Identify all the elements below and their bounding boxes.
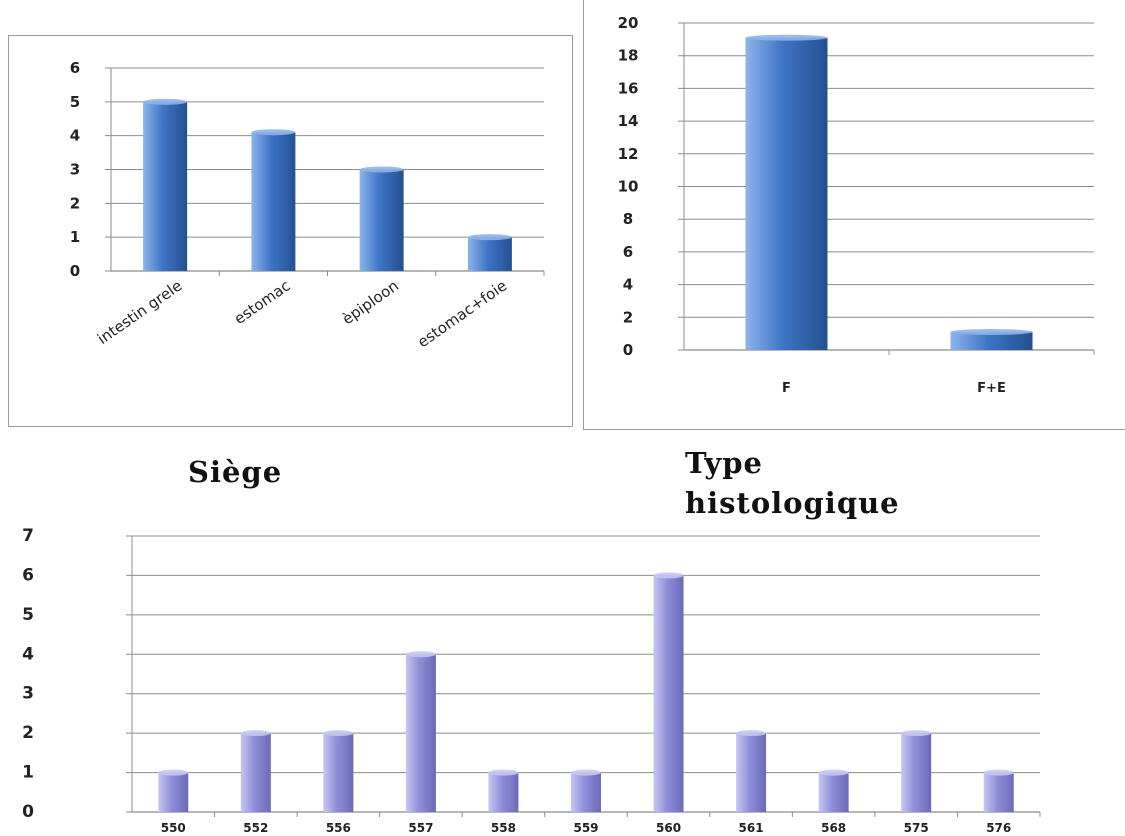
bar-top-highlight	[488, 769, 519, 776]
third-chart-svg: 0 1 2 3 4 5 6 7 550 552 556 557 558 559 560 561 568 575 57…	[22, 526, 1041, 835]
y-tick-label: 4	[22, 644, 34, 664]
bar-550	[158, 772, 189, 812]
y-tick-label: 18	[618, 47, 639, 65]
y-tick-label: 20	[618, 14, 639, 32]
bar-estomac+foie	[467, 237, 512, 271]
bar-560	[653, 575, 684, 812]
x-category-label: 550	[161, 821, 186, 835]
bar-top-highlight	[143, 98, 188, 105]
x-category-label: F	[782, 381, 791, 396]
y-tick-label: 1	[22, 763, 34, 783]
bar-top-highlight	[240, 730, 271, 737]
bar-559	[571, 772, 601, 812]
x-category-label: 575	[904, 821, 929, 835]
type-chart-svg: 0 2 4 6 8 10 12 14 16 18 20 F F+E	[618, 14, 1095, 396]
y-tick-label: 4	[70, 127, 80, 145]
bar-F	[745, 37, 828, 351]
x-category-label: 552	[243, 821, 268, 835]
bar-top-highlight	[251, 129, 296, 136]
y-tick-label: 2	[70, 194, 80, 212]
bar-557	[405, 654, 436, 812]
siege-chart: 0 1 2 3 4 5 6 intestin grele estomac èpiploon esto…	[8, 35, 573, 427]
bar-estomac	[251, 132, 296, 271]
third-chart: 0 1 2 3 4 5 6 7 550 552 556 557 558 559 560 561 568 575 57…	[0, 518, 1125, 836]
x-category-label: 576	[986, 821, 1011, 835]
x-category-label: intestin grele	[94, 277, 185, 348]
bar-568	[818, 772, 849, 812]
bar-top-highlight	[571, 769, 601, 776]
bar-top-highlight	[359, 166, 404, 173]
siege-caption: Siège	[188, 455, 283, 489]
bar-558	[488, 772, 519, 812]
y-tick-label: 4	[623, 276, 633, 294]
x-category-label: estomac	[231, 277, 294, 329]
bar-top-highlight	[983, 769, 1014, 776]
type-histologique-chart: 0 2 4 6 8 10 12 14 16 18 20 F F+E	[583, 0, 1125, 430]
type-histologique-caption: Type histologique	[685, 446, 900, 520]
y-tick-label: 1	[70, 228, 80, 246]
x-category-label: F+E	[977, 381, 1006, 396]
y-tick-label: 16	[618, 79, 639, 97]
x-category-label: 558	[491, 821, 516, 835]
bar-top-highlight	[745, 34, 828, 41]
bar-top-highlight	[950, 329, 1033, 336]
bar-561	[736, 733, 767, 812]
bar-576	[983, 772, 1014, 812]
y-tick-label: 2	[623, 308, 633, 326]
x-category-label: 559	[573, 821, 598, 835]
bar-top-highlight	[736, 730, 767, 737]
y-tick-label: 3	[70, 161, 80, 179]
x-category-label: 556	[326, 821, 351, 835]
bar-top-highlight	[323, 730, 354, 737]
x-category-label: 560	[656, 821, 681, 835]
y-tick-label: 6	[70, 59, 80, 77]
y-tick-label: 14	[618, 112, 639, 130]
y-tick-label: 0	[623, 341, 633, 359]
y-tick-label: 5	[22, 605, 34, 625]
bar-top-highlight	[901, 730, 932, 737]
y-tick-label: 10	[618, 178, 639, 196]
bar-556	[323, 733, 354, 812]
y-tick-label: 8	[623, 210, 633, 228]
x-category-label: 561	[739, 821, 764, 835]
bar-top-highlight	[158, 769, 189, 776]
bar-top-highlight	[405, 651, 436, 658]
bar-552	[240, 733, 271, 812]
y-tick-label: 3	[22, 684, 34, 704]
y-tick-label: 7	[22, 526, 34, 546]
y-tick-label: 12	[618, 145, 639, 163]
bar-intestin grele	[143, 101, 188, 271]
y-tick-label: 2	[22, 723, 34, 743]
y-tick-label: 6	[22, 565, 34, 585]
bar-575	[901, 733, 932, 812]
y-tick-label: 5	[70, 93, 80, 111]
x-category-label: estomac+foie	[414, 277, 510, 352]
y-tick-label: 6	[623, 243, 633, 261]
x-category-label: èpiploon	[339, 277, 402, 329]
bar-top-highlight	[818, 769, 849, 776]
bar-F+E	[950, 332, 1033, 350]
x-category-label: 568	[821, 821, 846, 835]
y-tick-label: 0	[22, 802, 34, 822]
bar-top-highlight	[653, 572, 684, 579]
bar-top-highlight	[467, 234, 512, 241]
x-category-label: 557	[408, 821, 433, 835]
bar-èpiploon	[359, 169, 404, 271]
siege-chart-svg: 0 1 2 3 4 5 6 intestin grele estomac èpiploon esto…	[70, 59, 545, 352]
y-tick-label: 0	[70, 262, 80, 280]
